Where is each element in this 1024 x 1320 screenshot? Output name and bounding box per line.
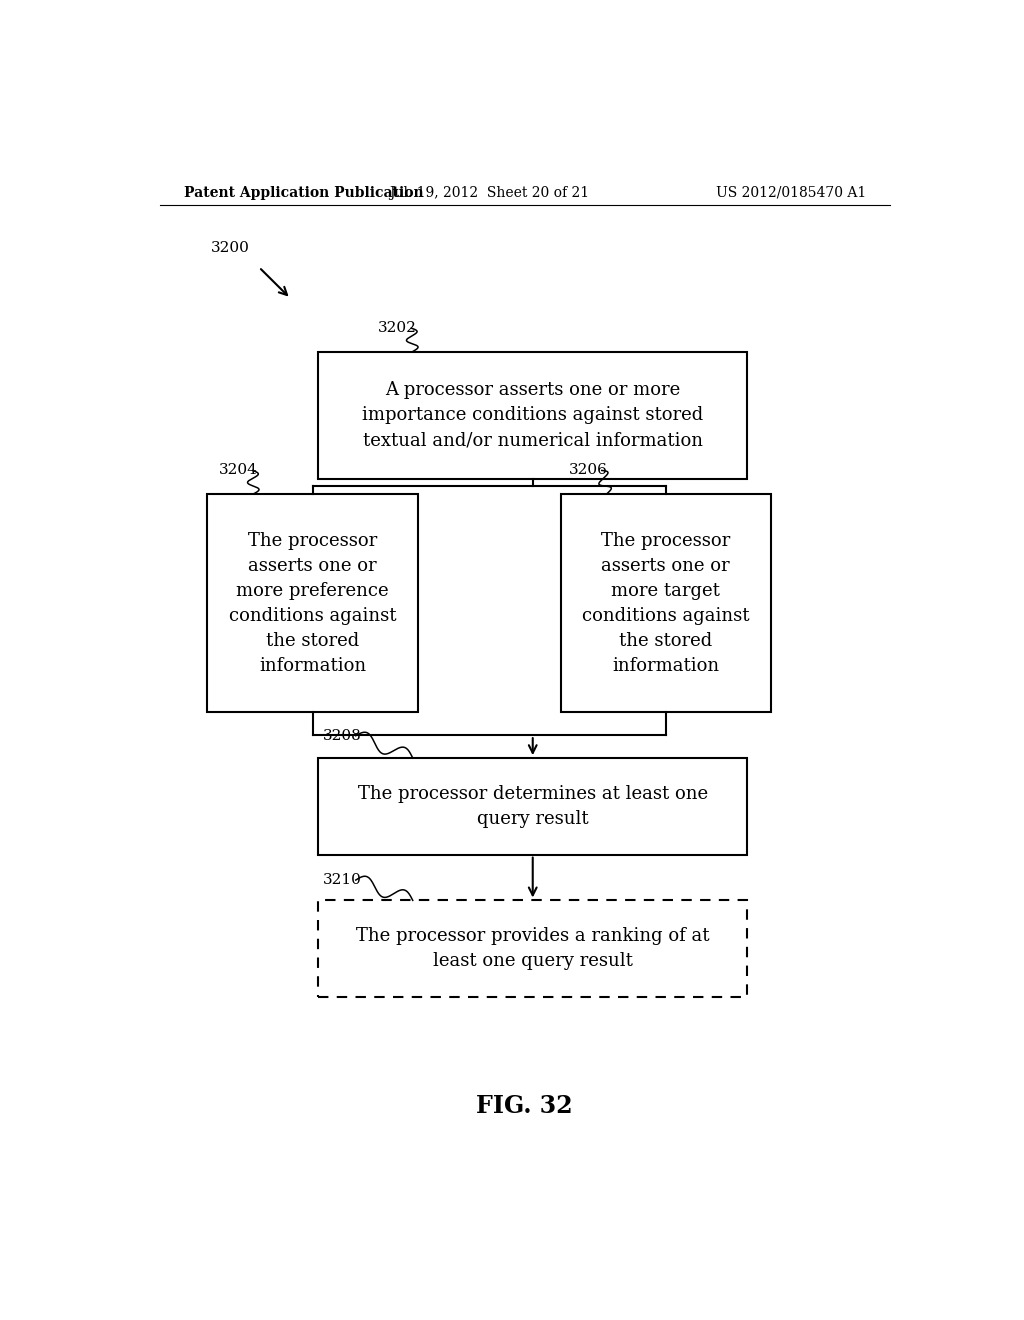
Text: 3208: 3208 — [323, 729, 361, 743]
Text: FIG. 32: FIG. 32 — [476, 1094, 573, 1118]
Text: The processor determines at least one
query result: The processor determines at least one qu… — [357, 785, 708, 828]
Text: The processor
asserts one or
more target
conditions against
the stored
informati: The processor asserts one or more target… — [582, 532, 750, 675]
FancyBboxPatch shape — [207, 494, 418, 713]
FancyBboxPatch shape — [560, 494, 771, 713]
Text: 3204: 3204 — [219, 463, 258, 478]
Text: The processor
asserts one or
more preference
conditions against
the stored
infor: The processor asserts one or more prefer… — [228, 532, 396, 675]
Text: 3210: 3210 — [323, 873, 361, 887]
FancyBboxPatch shape — [318, 900, 748, 997]
Text: US 2012/0185470 A1: US 2012/0185470 A1 — [716, 186, 866, 199]
Text: 3202: 3202 — [378, 321, 417, 335]
Text: The processor provides a ranking of at
least one query result: The processor provides a ranking of at l… — [356, 927, 710, 970]
Text: 3206: 3206 — [568, 463, 607, 478]
Text: A processor asserts one or more
importance conditions against stored
textual and: A processor asserts one or more importan… — [362, 381, 703, 449]
FancyBboxPatch shape — [318, 351, 748, 479]
Text: 3200: 3200 — [211, 240, 250, 255]
Text: Patent Application Publication: Patent Application Publication — [183, 186, 423, 199]
Text: Jul. 19, 2012  Sheet 20 of 21: Jul. 19, 2012 Sheet 20 of 21 — [389, 186, 589, 199]
FancyBboxPatch shape — [318, 758, 748, 854]
